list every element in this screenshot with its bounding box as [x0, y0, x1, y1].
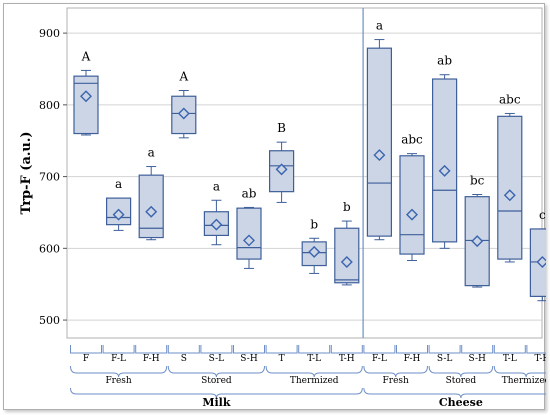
box [73, 75, 99, 135]
mean-marker [340, 255, 353, 268]
group-bracket [363, 365, 428, 378]
y-axis-label: Trp-F (a.u.) [19, 131, 34, 214]
mean-marker [471, 235, 484, 248]
supergroup-label: Milk [202, 396, 231, 409]
plot-area [66, 7, 543, 339]
group-label: Fresh [105, 376, 131, 386]
category-bracket [233, 345, 265, 354]
category-label: T-H [339, 354, 355, 364]
y-tick-label: 900 [39, 27, 60, 40]
category-label: F-H [404, 354, 421, 364]
category-bracket [428, 345, 461, 354]
mean-marker [275, 163, 288, 176]
category-label: F-L [372, 354, 387, 364]
category-bracket [396, 345, 428, 354]
mean-marker [308, 245, 321, 258]
group-label: Thermized [290, 376, 339, 386]
category-bracket [70, 345, 102, 354]
box [464, 196, 490, 287]
group-bracket [428, 365, 494, 378]
category-bracket [461, 345, 494, 354]
category-label: S-L [209, 354, 225, 364]
supergroup-bracket [70, 387, 363, 399]
category-bracket [265, 345, 298, 354]
significance-letter: a [376, 19, 383, 33]
mean-marker [406, 208, 418, 221]
mean-marker [438, 164, 451, 177]
significance-letter: c [539, 208, 546, 222]
supergroup-bracket [363, 387, 546, 399]
significance-letter: A [81, 49, 91, 63]
category-label: S-H [240, 354, 258, 364]
significance-letter: b [343, 200, 351, 214]
category-bracket [330, 345, 363, 354]
significance-letter: abc [499, 92, 521, 106]
category-bracket [102, 345, 135, 354]
group-label: Stored [446, 376, 477, 386]
box [497, 115, 523, 260]
category-label: S-H [469, 354, 487, 364]
boxplot-chart: 500 600 700 800 900 Trp-F (a.u.) Aa a Aa ab Bb b a ab… [19, 7, 546, 409]
category-bracket [298, 345, 331, 354]
significance-letter: ab [437, 54, 452, 68]
significance-letter: a [115, 177, 122, 191]
category-bracket [493, 345, 526, 354]
category-label: T-L [307, 354, 321, 364]
category-label: S-L [437, 354, 453, 364]
mean-marker [243, 234, 255, 247]
significance-letter: abc [401, 133, 423, 147]
group-label: Thermized [502, 376, 546, 386]
group-bracket [265, 365, 363, 378]
y-tick-label: 700 [39, 171, 60, 184]
category-bracket [167, 345, 200, 354]
mean-marker [536, 255, 546, 268]
mean-marker [210, 218, 223, 231]
significance-letter: A [178, 70, 188, 84]
mean-marker [80, 90, 92, 103]
box [334, 227, 360, 284]
category-label: S [181, 354, 187, 364]
significance-letter: a [213, 179, 220, 193]
mean-marker [145, 205, 158, 218]
mean-marker [503, 189, 516, 202]
group-bracket [493, 365, 546, 378]
category-bracket [135, 345, 168, 354]
significance-letter: ab [242, 186, 257, 200]
significance-letter: b [310, 217, 318, 231]
y-tick-label: 500 [39, 314, 60, 327]
category-bracket [200, 345, 233, 354]
supergroup-label: Cheese [439, 396, 483, 409]
group-label: Fresh [383, 376, 409, 386]
category-label: F-H [143, 354, 160, 364]
significance-letter: a [148, 146, 155, 160]
box [366, 47, 392, 237]
box [236, 207, 262, 260]
category-label: F [83, 354, 89, 364]
mean-marker [177, 107, 190, 120]
category-label: F-L [111, 354, 126, 364]
significance-letter: B [277, 121, 286, 135]
y-tick-label: 600 [39, 242, 60, 255]
group-bracket [167, 365, 265, 378]
category-label: T [279, 354, 285, 364]
group-bracket [70, 365, 168, 378]
mean-marker [373, 149, 386, 162]
significance-letter: bc [470, 174, 485, 188]
y-tick-label: 800 [39, 99, 60, 112]
box [399, 155, 425, 255]
category-label: T-H [535, 354, 546, 364]
category-bracket [363, 345, 396, 354]
box [432, 78, 458, 243]
category-bracket [526, 345, 546, 354]
mean-marker [112, 208, 125, 221]
group-label: Stored [201, 376, 232, 386]
category-label: T-L [503, 354, 517, 364]
